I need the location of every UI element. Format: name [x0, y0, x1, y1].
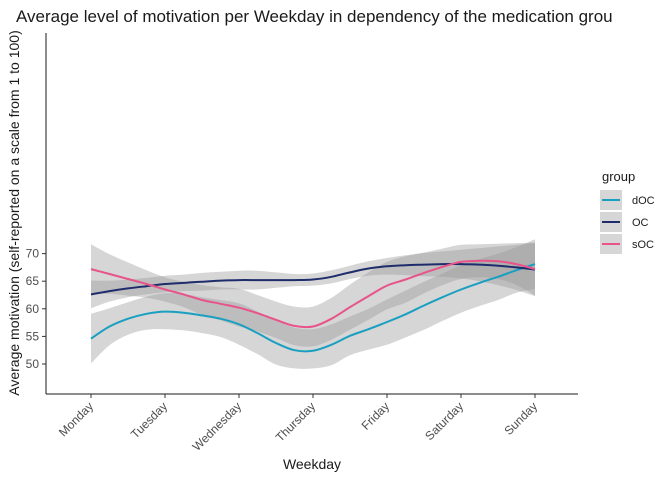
- legend-title: group: [602, 169, 635, 184]
- confidence-band-soc: [91, 242, 535, 347]
- y-tick-label: 70: [26, 247, 40, 261]
- series-line-soc: [90, 259, 536, 329]
- series-line-oc: [90, 263, 536, 296]
- confidence-band-oc: [91, 243, 535, 309]
- y-tick-label: 60: [26, 302, 40, 316]
- legend-label-doc: dOC: [632, 195, 655, 207]
- y-tick-label: 50: [26, 357, 40, 371]
- confidence-band-doc: [91, 239, 535, 369]
- y-axis-ticks: 50 55 60 65 70: [26, 247, 46, 371]
- chart-title: Average level of motivation per Weekday …: [16, 7, 613, 26]
- x-axis-title: Weekday: [283, 456, 341, 472]
- legend-label-oc: OC: [632, 217, 649, 229]
- y-axis-title: Average motivation (self-reported on a s…: [6, 30, 22, 395]
- y-tick-label: 65: [26, 274, 40, 288]
- plot-area: [90, 239, 536, 369]
- legend: group dOC OC sOC: [600, 169, 655, 254]
- legend-label-soc: sOC: [632, 239, 654, 251]
- y-tick-label: 55: [26, 329, 40, 343]
- series-line-doc: [90, 263, 536, 353]
